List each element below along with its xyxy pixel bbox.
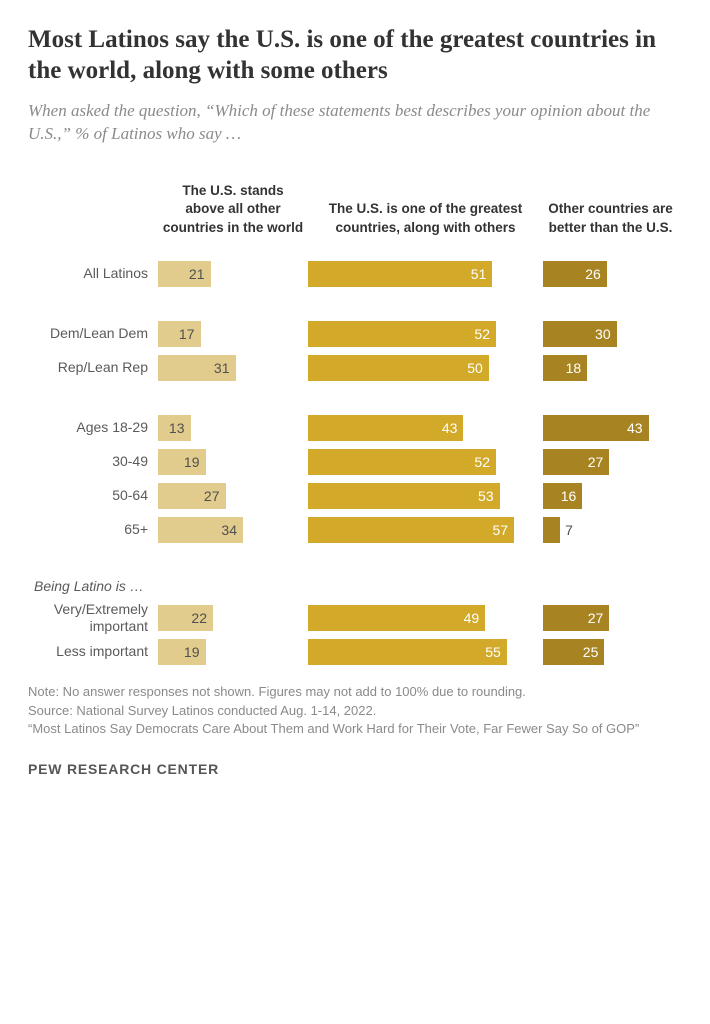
bar: 21	[158, 261, 211, 287]
bar-cell: 17	[158, 317, 308, 351]
row-label: Dem/Lean Dem	[28, 325, 158, 342]
bar-cell: 21	[158, 257, 308, 291]
group-header: Being Latino is …	[28, 573, 308, 601]
bar-cell: 26	[543, 257, 678, 291]
bar-cell: 49	[308, 601, 543, 635]
note-line: Note: No answer responses not shown. Fig…	[28, 683, 682, 702]
bar-cell: 34	[158, 513, 308, 547]
bar: 27	[158, 483, 226, 509]
column-header: Other countries are better than the U.S.	[543, 200, 678, 256]
bar: 34	[158, 517, 243, 543]
bar: 49	[308, 605, 485, 631]
bar-cell: 27	[543, 445, 678, 479]
bar: 53	[308, 483, 500, 509]
chart-subtitle: When asked the question, “Which of these…	[28, 99, 682, 147]
source-logo: PEW RESEARCH CENTER	[28, 761, 682, 777]
bar-cell: 19	[158, 635, 308, 669]
bar-cell: 13	[158, 411, 308, 445]
note-line: Source: National Survey Latinos conducte…	[28, 702, 682, 721]
bar-cell: 22	[158, 601, 308, 635]
bar: 27	[543, 605, 609, 631]
bar: 18	[543, 355, 587, 381]
bar-cell: 43	[308, 411, 543, 445]
bar: 31	[158, 355, 236, 381]
bar: 43	[308, 415, 463, 441]
bar: 57	[308, 517, 514, 543]
bar-cell: 25	[543, 635, 678, 669]
bar: 16	[543, 483, 582, 509]
bar: 43	[543, 415, 649, 441]
bar-cell: 31	[158, 351, 308, 385]
bar: 51	[308, 261, 492, 287]
bar: 17	[158, 321, 201, 347]
bar: 19	[158, 639, 206, 665]
bar: 25	[543, 639, 604, 665]
row-label: 65+	[28, 521, 158, 538]
bar	[543, 517, 560, 543]
row-label: 30-49	[28, 453, 158, 470]
bar: 27	[543, 449, 609, 475]
bar-cell: 7	[543, 513, 678, 547]
bar-cell: 27	[158, 479, 308, 513]
bar: 19	[158, 449, 206, 475]
bar-cell: 55	[308, 635, 543, 669]
bar-value: 7	[565, 522, 573, 538]
bar: 55	[308, 639, 507, 665]
row-label: Less important	[28, 643, 158, 660]
row-label: Ages 18-29	[28, 419, 158, 436]
bar: 13	[158, 415, 191, 441]
bar-cell: 30	[543, 317, 678, 351]
row-label: All Latinos	[28, 265, 158, 282]
column-header: The U.S. stands above all other countrie…	[158, 182, 308, 257]
bar-cell: 16	[543, 479, 678, 513]
row-label: Very/Extremely important	[28, 601, 158, 635]
row-label: Rep/Lean Rep	[28, 359, 158, 376]
bar-cell: 53	[308, 479, 543, 513]
note-line: “Most Latinos Say Democrats Care About T…	[28, 720, 682, 739]
bar: 30	[543, 321, 617, 347]
row-label: 50-64	[28, 487, 158, 504]
bar-cell: 57	[308, 513, 543, 547]
bar-cell: 27	[543, 601, 678, 635]
bar-chart: The U.S. stands above all other countrie…	[28, 182, 682, 669]
bar-cell: 52	[308, 445, 543, 479]
bar: 50	[308, 355, 489, 381]
chart-title: Most Latinos say the U.S. is one of the …	[28, 24, 682, 87]
bar-cell: 18	[543, 351, 678, 385]
bar-cell: 51	[308, 257, 543, 291]
bar-cell: 50	[308, 351, 543, 385]
bar: 26	[543, 261, 607, 287]
bar-cell: 19	[158, 445, 308, 479]
column-header: The U.S. is one of the greatest countrie…	[308, 200, 543, 256]
chart-notes: Note: No answer responses not shown. Fig…	[28, 683, 682, 740]
bar-cell: 43	[543, 411, 678, 445]
bar-cell: 52	[308, 317, 543, 351]
bar: 22	[158, 605, 213, 631]
bar: 52	[308, 321, 496, 347]
bar: 52	[308, 449, 496, 475]
